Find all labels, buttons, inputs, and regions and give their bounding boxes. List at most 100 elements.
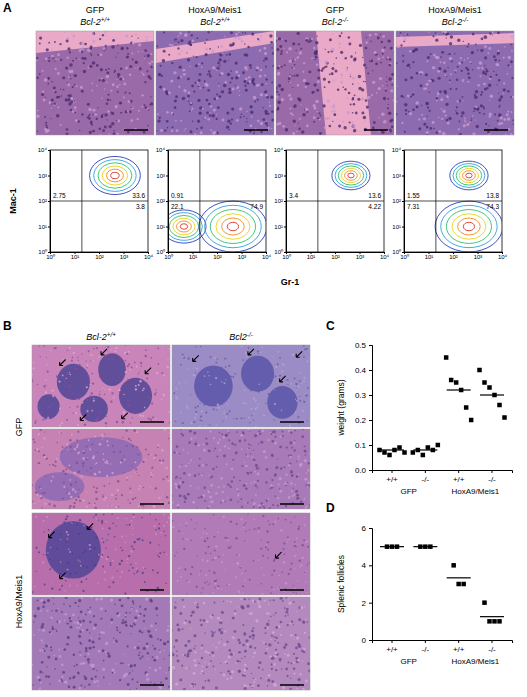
cell (92, 33, 94, 35)
cell (127, 53, 129, 55)
cell (316, 89, 319, 92)
cell (490, 95, 494, 99)
cell (456, 79, 458, 81)
cell (330, 49, 333, 52)
cell (444, 31, 447, 33)
cell (240, 417, 242, 419)
micrograph-frame (32, 345, 170, 427)
cell (80, 41, 83, 44)
cell (211, 387, 213, 389)
cell (218, 46, 219, 47)
cell (279, 394, 281, 396)
cell (403, 38, 407, 42)
cell (148, 417, 150, 419)
tick-label: 10⁰ (400, 253, 409, 260)
cell (406, 65, 408, 67)
cell (149, 77, 152, 80)
cell (440, 98, 443, 101)
cell (205, 411, 207, 413)
cell (137, 37, 138, 38)
cell (195, 407, 197, 409)
cell (93, 504, 94, 505)
cell (159, 65, 161, 67)
cell (54, 61, 55, 62)
cell (48, 42, 50, 44)
cell (89, 131, 92, 134)
cell (89, 114, 91, 116)
cell (67, 95, 69, 97)
arrow (193, 355, 199, 361)
cell (258, 391, 260, 393)
micrograph-background (32, 429, 170, 509)
panel-label: A (3, 1, 12, 15)
cell (89, 395, 90, 396)
cell (163, 50, 166, 53)
tick: 10⁰ (400, 252, 409, 260)
cell (183, 89, 186, 92)
cell (251, 116, 253, 118)
cell (412, 109, 414, 111)
cell (66, 419, 68, 421)
cell (467, 46, 469, 48)
cell (255, 400, 257, 402)
cell (51, 98, 54, 101)
cell (402, 55, 404, 57)
cell (502, 36, 503, 37)
cell (246, 118, 247, 119)
cell (322, 47, 324, 49)
cell (209, 114, 211, 116)
cell (67, 47, 70, 50)
cell (200, 131, 203, 134)
cell (250, 378, 252, 380)
cell (203, 389, 204, 390)
cell (178, 86, 180, 88)
cell (443, 70, 446, 73)
cell (39, 37, 42, 40)
cell (91, 410, 93, 412)
cell (489, 115, 491, 117)
cell (460, 63, 462, 65)
cell (62, 359, 64, 361)
cell (67, 83, 70, 86)
cell (136, 431, 138, 433)
cell (427, 106, 429, 108)
cell (52, 58, 54, 60)
cell (210, 356, 212, 358)
tick: 10⁰ (38, 248, 50, 255)
cell (443, 90, 446, 93)
cell (187, 95, 190, 98)
cell (363, 116, 366, 119)
cell (139, 485, 141, 487)
cell (365, 41, 368, 44)
cell (496, 84, 497, 85)
quadrant-percentage: 74.9 (250, 203, 263, 210)
scale-bar (364, 129, 388, 131)
cell (48, 60, 50, 62)
cell (36, 77, 39, 80)
population-contour (199, 201, 266, 252)
cell (484, 35, 488, 39)
cell (128, 351, 130, 353)
cell (180, 76, 182, 78)
cell (218, 85, 220, 87)
cell (367, 72, 369, 74)
cell (116, 120, 117, 121)
cell (179, 32, 182, 35)
cell (41, 93, 44, 96)
cell (273, 377, 275, 379)
cell (389, 58, 391, 60)
cell (315, 41, 319, 45)
cell (383, 122, 384, 123)
cell (156, 45, 158, 47)
cell (250, 106, 252, 108)
tick: 10³ (156, 173, 168, 179)
cell (244, 54, 247, 57)
cell (189, 41, 191, 43)
gate-line (168, 201, 266, 202)
cell (382, 53, 384, 55)
cell (260, 131, 262, 133)
cell (382, 85, 384, 87)
cell (331, 67, 334, 70)
cell (459, 133, 463, 135)
cell (253, 420, 255, 422)
